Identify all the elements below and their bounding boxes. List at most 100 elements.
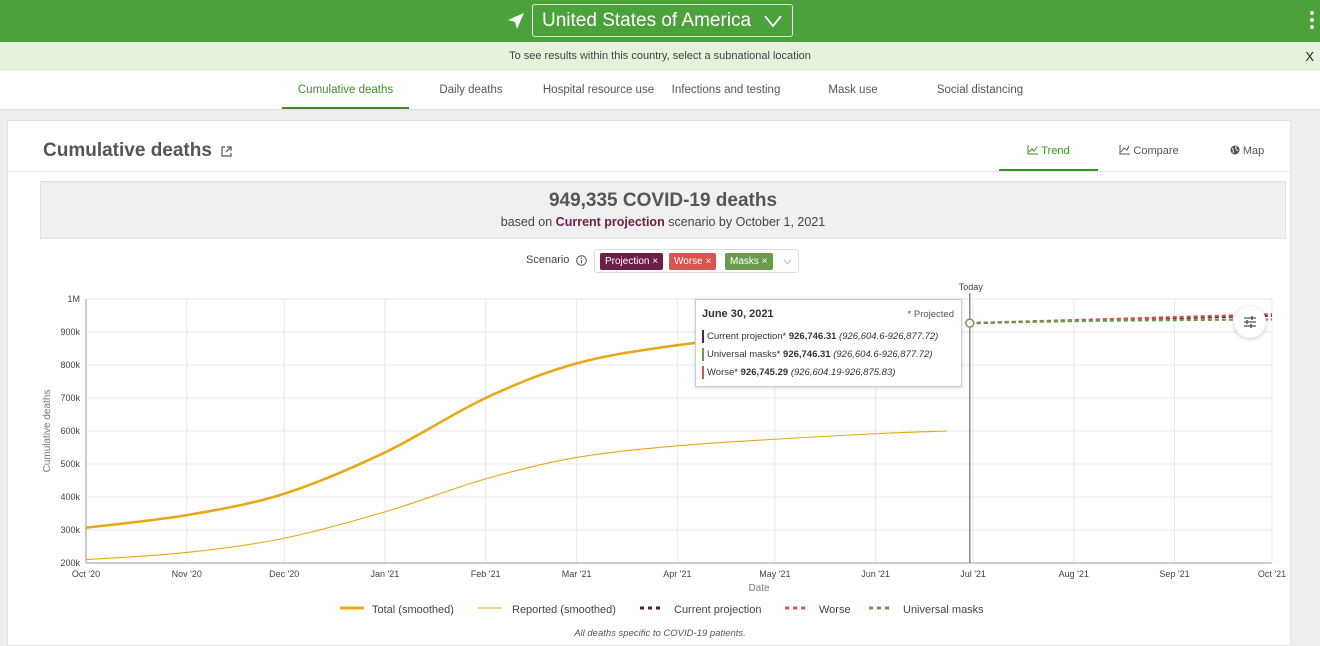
summary-box: 949,335 COVID-19 deaths based on Current…: [40, 181, 1286, 239]
y-tick-label: 800k: [60, 360, 80, 370]
chip-projection[interactable]: Projection ×: [600, 253, 664, 270]
today-data-point: [965, 318, 975, 328]
more-options-icon[interactable]: [1310, 11, 1314, 33]
tooltip-row-label: Universal masks*: [707, 349, 781, 360]
y-tick-label: 400k: [60, 492, 80, 502]
tab-daily-deaths[interactable]: Daily deaths: [439, 84, 503, 96]
tab-hospital-resource-use[interactable]: Hospital resource use: [542, 84, 655, 96]
top-bar: United States of America: [0, 0, 1320, 42]
legend-item-reported[interactable]: Reported (smoothed): [478, 604, 616, 616]
notice-close-button[interactable]: X: [1305, 49, 1314, 64]
legend-swatch: [478, 607, 502, 609]
location-select-value: United States of America: [542, 10, 752, 31]
tooltip-row-label: Worse*: [707, 367, 738, 378]
tab-cumulative-deaths[interactable]: Cumulative deaths: [282, 71, 409, 109]
legend-label: Total (smoothed): [372, 604, 454, 616]
chart-card: Cumulative deaths Trend Compare Map 949,…: [7, 120, 1292, 646]
globe-icon: [1230, 145, 1240, 155]
x-tick-label: Sep '21: [1159, 569, 1189, 579]
legend-label: Worse: [819, 604, 851, 616]
series-line-universal-masks: [969, 318, 1273, 325]
y-tick-label: 200k: [60, 558, 80, 568]
info-icon[interactable]: [576, 255, 587, 266]
tooltip-row: Worse* 926,745.29 (926,604.19-926,875.83…: [702, 365, 895, 380]
today-label: Today: [959, 282, 984, 292]
notice-text: To see results within this country, sele…: [509, 50, 811, 62]
legend-swatch: [785, 606, 809, 610]
chart-settings-button[interactable]: [1234, 306, 1266, 338]
cumulative-deaths-chart: 200k 300k 400k 500k 600k 700k 800k 900k 1M Oct '2…: [42, 282, 1286, 594]
tooltip-row-color: [702, 365, 704, 379]
chip-masks[interactable]: Masks ×: [725, 253, 773, 270]
chevron-down-icon[interactable]: [783, 257, 792, 266]
view-tab-trend[interactable]: Trend: [999, 135, 1098, 171]
view-tab-label: Map: [1242, 145, 1265, 157]
summary-prefix: based on: [500, 215, 553, 229]
scenario-label: Scenario: [526, 254, 570, 266]
tooltip-row-value: 926,746.31: [788, 331, 837, 342]
series-line-total-smoothed: [85, 334, 775, 529]
tooltip-row-color: [702, 329, 704, 343]
legend-item-total[interactable]: Total (smoothed): [340, 604, 454, 616]
legend-item-universal-masks[interactable]: Universal masks: [869, 604, 984, 616]
x-axis-label: Date: [748, 583, 770, 594]
location-arrow-icon[interactable]: [506, 11, 526, 31]
external-link-icon[interactable]: [221, 146, 232, 157]
x-tick-label: Oct '21: [1258, 569, 1286, 579]
view-tab-label: Trend: [1041, 145, 1070, 157]
card-title: Cumulative deaths: [43, 140, 212, 161]
y-tick-label: 1M: [67, 294, 80, 304]
tooltip-row-value: 926,746.31: [783, 349, 831, 360]
y-tick-label: 700k: [60, 393, 80, 403]
tooltip-row-range: (926,604.6-926,877.72): [833, 349, 933, 360]
tooltip-row-value: 926,745.29: [740, 367, 789, 378]
tab-social-distancing[interactable]: Social distancing: [936, 84, 1024, 96]
view-tab-label: Compare: [1133, 145, 1179, 157]
card-divider: [8, 171, 1292, 172]
tab-mask-use[interactable]: Mask use: [828, 84, 878, 96]
view-tab-compare[interactable]: Compare: [1108, 135, 1190, 171]
summary-subline: based on Current projection scenario by …: [41, 215, 1285, 229]
legend-label: Current projection: [674, 604, 762, 616]
x-tick-label: May '21: [759, 569, 790, 579]
tooltip-date: June 30, 2021: [702, 308, 774, 320]
y-tick-label: 600k: [60, 426, 80, 436]
legend-swatch: [640, 606, 664, 610]
chevron-down-icon: [764, 15, 782, 28]
legend-swatch: [869, 606, 893, 610]
sliders-icon: [1244, 316, 1256, 328]
chart-tooltip: June 30, 2021 * Projected Current projec…: [695, 299, 962, 387]
legend-item-worse[interactable]: Worse: [785, 604, 851, 616]
x-tick-label: Nov '20: [172, 569, 202, 579]
legend-item-current-projection[interactable]: Current projection: [640, 604, 761, 616]
summary-headline: 949,335 COVID-19 deaths: [548, 190, 778, 211]
tooltip-row-label: Current projection*: [707, 331, 787, 342]
scenario-select[interactable]: Projection × Worse × Masks ×: [594, 249, 799, 273]
chart-footnote: All deaths specific to COVID-19 patients…: [574, 628, 746, 639]
tooltip-row-range: (926,604.19-926,875.83): [790, 367, 896, 378]
view-tab-map[interactable]: Map: [1218, 135, 1276, 171]
tooltip-row-range: (926,604.6-926,877.72): [839, 331, 939, 342]
x-tick-label: Aug '21: [1059, 569, 1089, 579]
chart-legend: Total (smoothed) Reported (smoothed) Cur…: [0, 600, 1320, 620]
legend-swatch: [340, 606, 364, 610]
tooltip-row-color: [702, 347, 704, 361]
tooltip-row: Universal masks* 926,746.31 (926,604.6-9…: [702, 347, 933, 362]
x-tick-label: Oct '20: [72, 569, 100, 579]
x-tick-label: Dec '20: [269, 569, 299, 579]
x-tick-label: Jun '21: [861, 569, 890, 579]
compare-icon: [1119, 145, 1131, 155]
x-tick-label: Apr '21: [663, 569, 691, 579]
tooltip-projected-note: * Projected: [907, 309, 954, 320]
location-select[interactable]: United States of America: [532, 4, 793, 37]
x-tick-label: Mar '21: [562, 569, 592, 579]
x-tick-label: Feb '21: [471, 569, 501, 579]
x-tick-label: Jan '21: [371, 569, 400, 579]
summary-suffix: scenario by October 1, 2021: [668, 215, 826, 229]
legend-label: Reported (smoothed): [512, 604, 616, 616]
y-axis-label: Cumulative deaths: [42, 390, 53, 473]
tab-infections-and-testing[interactable]: Infections and testing: [671, 84, 781, 96]
summary-scenario: Current projection: [555, 215, 665, 229]
chip-worse[interactable]: Worse ×: [669, 253, 717, 270]
subnational-notice: To see results within this country, sele…: [0, 42, 1320, 71]
